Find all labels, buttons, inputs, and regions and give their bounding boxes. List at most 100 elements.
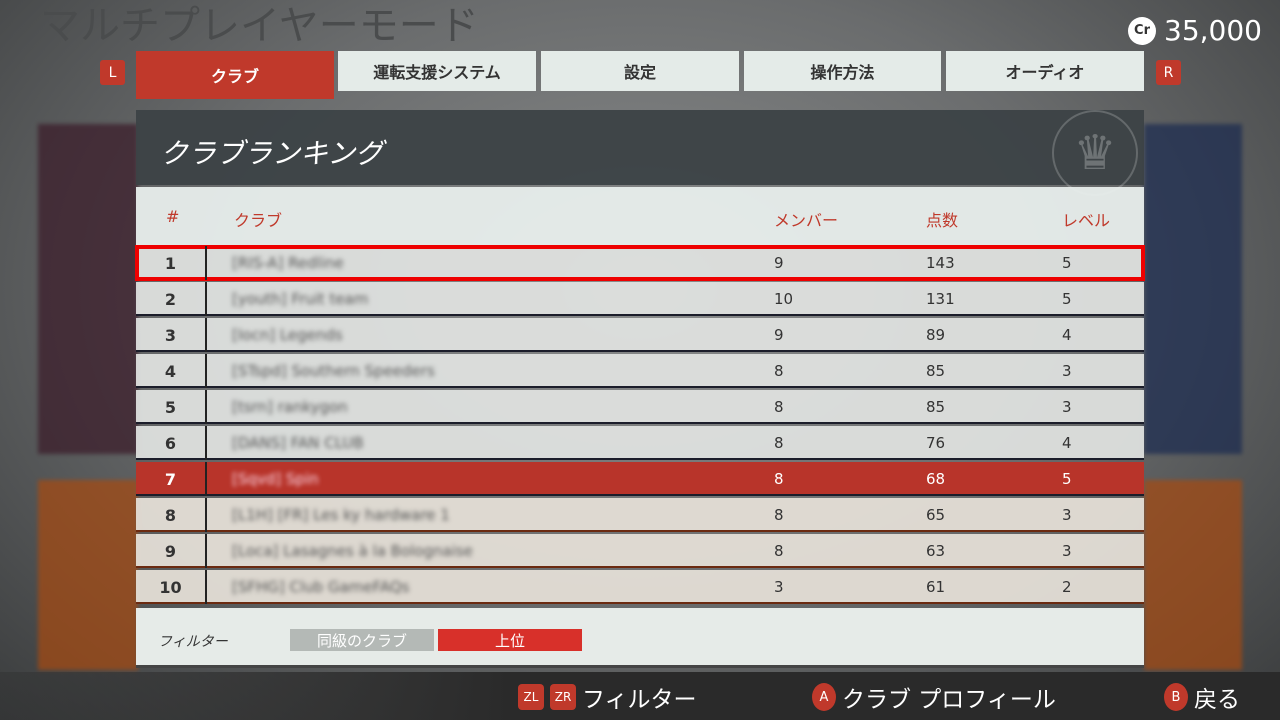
tab-audio[interactable]: オーディオ bbox=[946, 51, 1144, 91]
hint-back[interactable]: B 戻る bbox=[1164, 680, 1240, 714]
zr-button-icon: ZR bbox=[550, 684, 576, 710]
club-name-cell: [Loca] Lasagnes à la Bolognaise bbox=[232, 542, 473, 560]
panel-header: クラブランキング ♛ bbox=[136, 110, 1144, 196]
points-cell: 85 bbox=[926, 398, 946, 416]
points-cell: 76 bbox=[926, 434, 946, 452]
rank-cell: 3 bbox=[164, 326, 177, 345]
col-club: クラブ bbox=[234, 211, 283, 230]
level-cell: 5 bbox=[1062, 470, 1072, 488]
col-members: メンバー bbox=[774, 211, 839, 230]
button-hints-bar: ZL ZR フィルター A クラブ プロフィール B 戻る bbox=[0, 672, 1280, 720]
members-cell: 8 bbox=[774, 542, 784, 560]
rank-cell: 7 bbox=[164, 470, 177, 489]
points-cell: 89 bbox=[926, 326, 946, 344]
credits-icon: Cr bbox=[1128, 16, 1157, 45]
hint-back-label: 戻る bbox=[1194, 687, 1240, 713]
filter-same-class-button[interactable]: 同級のクラブ bbox=[290, 629, 434, 651]
level-cell: 4 bbox=[1062, 326, 1072, 344]
members-cell: 8 bbox=[774, 506, 784, 524]
filter-label: フィルター bbox=[158, 634, 228, 650]
hint-club-profile[interactable]: A クラブ プロフィール bbox=[812, 680, 1056, 714]
column-divider bbox=[205, 390, 207, 424]
col-level: レベル bbox=[1062, 211, 1111, 230]
column-divider bbox=[205, 246, 207, 280]
b-button-icon: B bbox=[1164, 683, 1188, 711]
l-button-icon[interactable]: L bbox=[100, 60, 125, 85]
level-cell: 3 bbox=[1062, 506, 1072, 524]
level-cell: 3 bbox=[1062, 398, 1072, 416]
members-cell: 8 bbox=[774, 434, 784, 452]
tab-settings[interactable]: 設定 bbox=[541, 51, 739, 91]
points-cell: 131 bbox=[926, 290, 955, 308]
column-divider bbox=[205, 318, 207, 352]
level-cell: 5 bbox=[1062, 254, 1072, 272]
club-name-cell: [DANS] FAN CLUB bbox=[232, 434, 364, 452]
level-cell: 3 bbox=[1062, 542, 1072, 560]
column-divider bbox=[205, 570, 207, 604]
table-row[interactable]: 3 [Iocn] Legends 9 89 4 bbox=[136, 318, 1144, 352]
rank-cell: 9 bbox=[164, 542, 177, 561]
table-row[interactable]: 8 [L1H] [FR] Les ky hardware 1 8 65 3 bbox=[136, 498, 1144, 532]
table-row[interactable]: 10 [SFHG] Club GameFAQs 3 61 2 bbox=[136, 570, 1144, 604]
credits-value: 35,000 bbox=[1164, 14, 1262, 47]
club-name-cell: [Iocn] Legends bbox=[232, 326, 343, 344]
zl-button-icon: ZL bbox=[518, 684, 544, 710]
rank-cell: 10 bbox=[159, 578, 182, 597]
table-row[interactable]: 9 [Loca] Lasagnes à la Bolognaise 8 63 3 bbox=[136, 534, 1144, 568]
column-divider bbox=[205, 498, 207, 532]
rank-cell: 8 bbox=[164, 506, 177, 525]
rank-cell: 1 bbox=[164, 254, 177, 273]
points-cell: 61 bbox=[926, 578, 946, 596]
level-cell: 4 bbox=[1062, 434, 1072, 452]
a-button-icon: A bbox=[812, 683, 836, 711]
members-cell: 8 bbox=[774, 398, 784, 416]
club-name-cell: [Sqvd] Spin bbox=[232, 470, 319, 488]
table-row[interactable]: 7 [Sqvd] Spin 8 68 5 bbox=[136, 462, 1144, 496]
bg-card-club-right bbox=[1144, 480, 1242, 670]
col-rank: # bbox=[166, 207, 180, 226]
filter-top-button[interactable]: 上位 bbox=[438, 629, 582, 651]
column-divider bbox=[205, 354, 207, 388]
points-cell: 65 bbox=[926, 506, 946, 524]
level-cell: 5 bbox=[1062, 290, 1072, 308]
club-name-cell: [L1H] [FR] Les ky hardware 1 bbox=[232, 506, 450, 524]
tab-controls[interactable]: 操作方法 bbox=[744, 51, 941, 91]
column-divider bbox=[205, 462, 207, 496]
club-name-cell: [youth] Fruit team bbox=[232, 290, 369, 308]
hint-profile-label: クラブ プロフィール bbox=[842, 687, 1056, 713]
members-cell: 9 bbox=[774, 326, 784, 344]
credits-display: Cr 35,000 bbox=[1128, 14, 1262, 47]
crown-icon: ♛ bbox=[1052, 110, 1138, 196]
members-cell: 3 bbox=[774, 578, 784, 596]
table-row[interactable]: 4 [STspd] Southern Speeders 8 85 3 bbox=[136, 354, 1144, 388]
col-points: 点数 bbox=[926, 211, 959, 230]
rank-cell: 4 bbox=[164, 362, 177, 381]
column-divider bbox=[205, 534, 207, 568]
club-name-cell: [tsrn] rankygon bbox=[232, 398, 348, 416]
points-cell: 63 bbox=[926, 542, 946, 560]
bg-card-split bbox=[38, 124, 138, 454]
bg-card-online bbox=[1144, 124, 1242, 454]
tab-driving-assist[interactable]: 運転支援システム bbox=[338, 51, 536, 91]
club-name-cell: [STspd] Southern Speeders bbox=[232, 362, 435, 380]
column-divider bbox=[205, 426, 207, 460]
r-button-icon[interactable]: R bbox=[1156, 60, 1181, 85]
members-cell: 9 bbox=[774, 254, 784, 272]
column-divider bbox=[205, 282, 207, 316]
table-header: # クラブ メンバー 点数 レベル bbox=[136, 187, 1144, 245]
points-cell: 85 bbox=[926, 362, 946, 380]
members-cell: 8 bbox=[774, 362, 784, 380]
tab-club[interactable]: クラブ bbox=[136, 51, 334, 99]
club-name-cell: [SFHG] Club GameFAQs bbox=[232, 578, 410, 596]
hint-filter[interactable]: ZL ZR フィルター bbox=[518, 680, 697, 714]
rank-cell: 5 bbox=[164, 398, 177, 417]
background-title: マルチプレイヤーモード bbox=[40, 3, 479, 49]
table-row[interactable]: 6 [DANS] FAN CLUB 8 76 4 bbox=[136, 426, 1144, 460]
table-row[interactable]: 2 [youth] Fruit team 10 131 5 bbox=[136, 282, 1144, 316]
club-name-cell: [RIS-A] Redline bbox=[232, 254, 344, 272]
members-cell: 10 bbox=[774, 290, 794, 308]
level-cell: 3 bbox=[1062, 362, 1072, 380]
table-row[interactable]: 1 [RIS-A] Redline 9 143 5 bbox=[135, 245, 1145, 281]
table-row[interactable]: 5 [tsrn] rankygon 8 85 3 bbox=[136, 390, 1144, 424]
filter-bar: フィルター 同級のクラブ 上位 bbox=[136, 608, 1144, 668]
